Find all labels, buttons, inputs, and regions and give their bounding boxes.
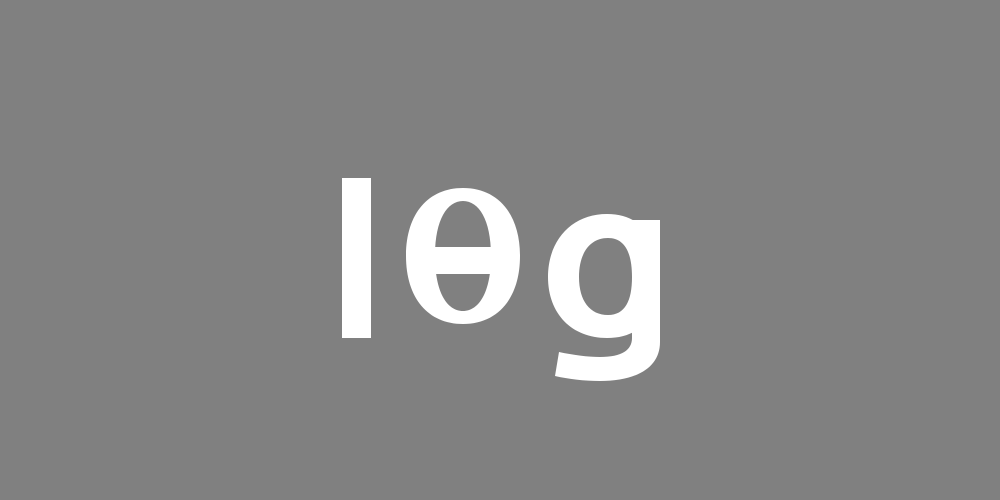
glyph-g-stem bbox=[632, 220, 660, 340]
glyph-theta bbox=[406, 188, 520, 324]
logo-glyphs bbox=[342, 178, 660, 381]
glyph-g-tail bbox=[555, 325, 660, 381]
glyph-theta-bar bbox=[435, 247, 491, 274]
glyph-l bbox=[342, 178, 371, 338]
